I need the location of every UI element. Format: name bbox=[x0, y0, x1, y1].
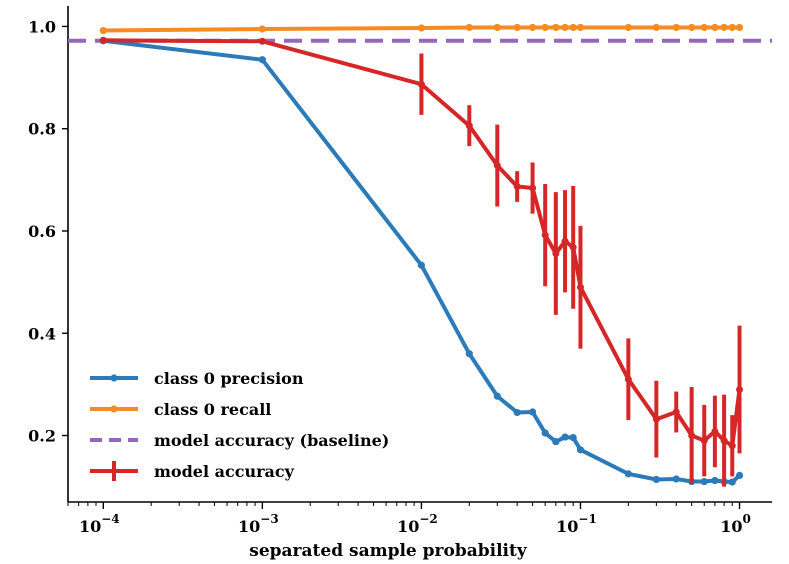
data-point bbox=[728, 442, 736, 450]
data-point bbox=[528, 408, 537, 416]
data-point bbox=[624, 375, 632, 383]
x-tick-label: 10−3 bbox=[238, 512, 279, 536]
x-axis-title: separated sample probability bbox=[249, 541, 528, 561]
data-point bbox=[529, 184, 537, 192]
data-point bbox=[99, 26, 107, 35]
data-point bbox=[258, 25, 266, 33]
y-tick-label: 0.8 bbox=[28, 120, 56, 139]
data-point bbox=[417, 80, 425, 88]
data-point bbox=[493, 23, 501, 32]
legend-label: model accuracy (baseline) bbox=[154, 431, 389, 450]
tick-group: 0.2 0.4 0.6 0.8 1.0 10−4 10−3 10−2 10−1 100 bbox=[28, 17, 751, 536]
data-point bbox=[700, 23, 708, 32]
data-point bbox=[513, 183, 521, 191]
data-point bbox=[465, 23, 473, 32]
data-point bbox=[465, 350, 473, 358]
data-point bbox=[711, 427, 719, 435]
y-tick-label: 0.2 bbox=[28, 427, 56, 446]
x-tick-label: 100 bbox=[720, 512, 751, 536]
data-point bbox=[569, 23, 577, 32]
data-point bbox=[99, 36, 107, 44]
data-point bbox=[735, 471, 744, 480]
data-point bbox=[569, 433, 577, 442]
legend-label: model accuracy bbox=[154, 462, 295, 481]
data-point bbox=[552, 23, 560, 32]
data-point bbox=[258, 56, 266, 64]
data-point bbox=[258, 37, 266, 45]
data-point bbox=[576, 23, 585, 32]
data-point bbox=[652, 23, 660, 32]
data-point bbox=[417, 261, 426, 269]
data-point bbox=[652, 475, 660, 484]
data-point bbox=[672, 408, 680, 416]
data-point bbox=[493, 162, 501, 170]
data-point bbox=[541, 429, 549, 437]
data-point bbox=[541, 23, 549, 32]
data-point bbox=[624, 470, 632, 478]
data-point bbox=[552, 438, 560, 446]
legend-marker bbox=[110, 405, 118, 413]
data-point bbox=[561, 433, 569, 441]
x-tick-label: 10−4 bbox=[79, 512, 120, 536]
data-point bbox=[700, 477, 708, 486]
data-point bbox=[711, 23, 719, 32]
data-point bbox=[728, 478, 736, 486]
legend-marker bbox=[110, 374, 118, 382]
axes bbox=[67, 6, 772, 503]
data-point bbox=[672, 23, 680, 32]
data-point bbox=[700, 437, 708, 445]
data-point bbox=[652, 415, 660, 423]
data-point bbox=[465, 122, 473, 130]
data-point bbox=[720, 23, 728, 32]
data-point bbox=[736, 386, 744, 394]
x-tick-label: 10−1 bbox=[556, 512, 597, 536]
data-point bbox=[688, 432, 696, 440]
legend: class 0 precision class 0 recall model acc… bbox=[90, 369, 389, 481]
data-point bbox=[569, 243, 577, 251]
data-point bbox=[624, 23, 632, 32]
data-point bbox=[576, 446, 585, 454]
data-point bbox=[493, 392, 501, 400]
data-point bbox=[552, 249, 560, 257]
data-point bbox=[417, 24, 426, 32]
data-point bbox=[672, 475, 680, 483]
series-group bbox=[68, 23, 772, 487]
legend-label: class 0 precision bbox=[154, 369, 304, 388]
data-point bbox=[561, 237, 569, 245]
data-point bbox=[513, 23, 521, 32]
data-point bbox=[688, 23, 696, 32]
data-point bbox=[711, 476, 719, 485]
data-point bbox=[735, 23, 744, 32]
data-point bbox=[541, 231, 549, 239]
data-point bbox=[513, 408, 521, 417]
data-point bbox=[576, 283, 584, 291]
data-point bbox=[528, 23, 537, 32]
legend-label: class 0 recall bbox=[154, 400, 271, 419]
data-point bbox=[728, 23, 736, 32]
data-point bbox=[561, 23, 569, 32]
y-tick-label: 0.4 bbox=[28, 324, 56, 343]
y-tick-label: 0.6 bbox=[28, 222, 56, 241]
data-point bbox=[720, 437, 728, 445]
y-tick-label: 1.0 bbox=[28, 17, 56, 36]
x-tick-label: 10−2 bbox=[397, 512, 438, 536]
